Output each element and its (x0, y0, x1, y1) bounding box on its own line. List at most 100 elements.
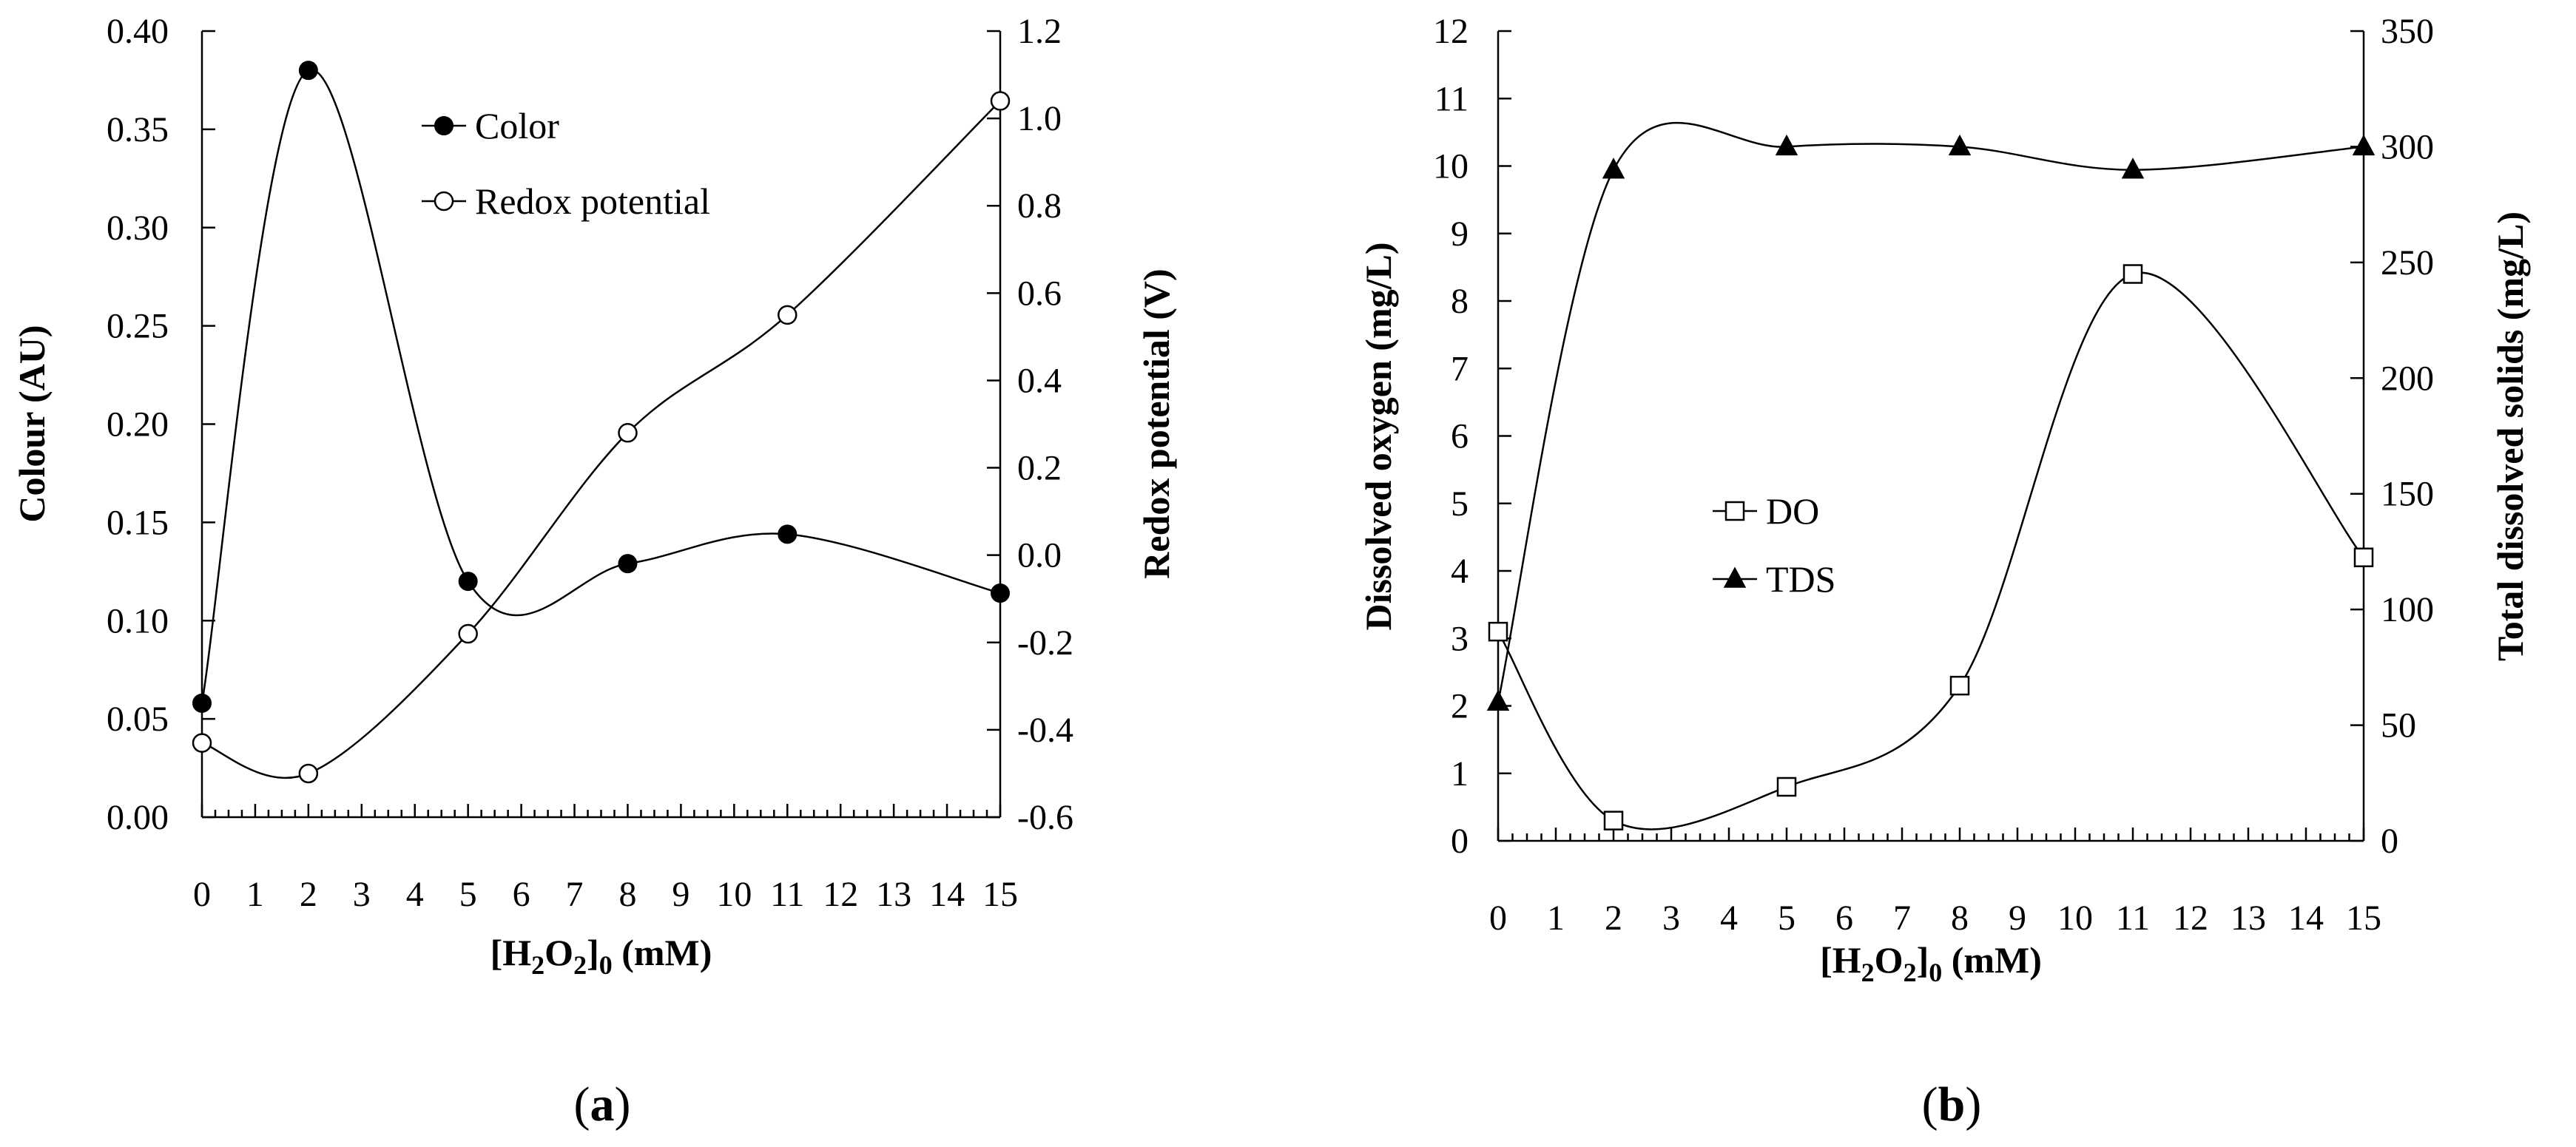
data-point-do (2122, 264, 2143, 284)
caption-letter: b (1938, 1077, 1966, 1131)
caption-close: ) (615, 1077, 631, 1131)
x-label-close: ] (1917, 939, 1929, 981)
y-left-tick-label: 9 (1451, 214, 1469, 254)
y-right-tick-label: 0.6 (1017, 274, 1062, 313)
x-tick-label: 15 (982, 875, 1018, 914)
y-left-tick-label: 8 (1451, 282, 1469, 321)
x-tick-label: 14 (2288, 899, 2324, 938)
x-tick-label: 5 (1778, 899, 1796, 938)
x-tick-label: 10 (716, 875, 752, 914)
x-tick-label: 13 (2231, 899, 2266, 938)
legend: DO TDS (1713, 490, 1835, 600)
x-tick-label: 6 (513, 875, 530, 914)
y-left-tick-label: 0.15 (107, 503, 169, 542)
y-left-tick-label: 0.00 (107, 798, 169, 837)
data-point-tds (2121, 158, 2145, 179)
data-point-redox-potential (778, 305, 798, 325)
x-label-unit: (mM) (613, 932, 712, 973)
data-point-color (778, 524, 798, 544)
data-point-redox-potential (192, 733, 212, 753)
x-tick-label: 0 (193, 875, 211, 914)
x-tick-label: 4 (1720, 899, 1738, 938)
x-label-sub: 2 (531, 950, 544, 980)
y-right-tick-label: 250 (2381, 243, 2434, 282)
data-point-do (1949, 675, 1970, 696)
caption-letter: a (590, 1077, 615, 1131)
x-label-close: ] (587, 932, 599, 973)
y-right-tick-label: 0.4 (1017, 361, 1062, 400)
x-tick-label: 13 (876, 875, 911, 914)
y-right-tick-label: -0.6 (1017, 798, 1073, 837)
y-right-tick-label: 100 (2381, 590, 2434, 629)
y-left-tick-label: 0.20 (107, 405, 169, 444)
y-right-tick-label: 200 (2381, 359, 2434, 398)
x-tick-label: 9 (672, 875, 689, 914)
y-right-axis-label: Total dissolved solids (mg/L) (2489, 212, 2531, 661)
x-tick-label: 11 (770, 875, 804, 914)
x-tick-label: 11 (2116, 899, 2150, 938)
data-point-do (1488, 621, 1508, 642)
y-right-tick-label: 150 (2381, 475, 2434, 514)
legend-label: Redox potential (475, 180, 710, 222)
x-tick-label: 9 (2009, 899, 2026, 938)
y-left-tick-label: 1 (1451, 754, 1469, 794)
x-tick-label: 3 (1662, 899, 1680, 938)
panel-caption: (a) (574, 1077, 631, 1131)
y-left-tick-label: 10 (1433, 147, 1469, 186)
data-point-color (298, 61, 318, 81)
data-point-do (1603, 811, 1624, 830)
data-point-do (1776, 776, 1797, 797)
y-right-tick-label: 50 (2381, 706, 2416, 745)
panel-b: 0 1 2 3 4 5 6 7 8 9 10 11 12 13 14 15012345678910111205… (1358, 12, 2531, 1131)
panel-a: 0 1 2 3 4 5 6 7 8 9 10 11 12 13 14 150.000.050.100.150.… (11, 12, 1177, 1131)
x-label-open: [H (1820, 939, 1861, 981)
y-left-tick-label: 11 (1434, 79, 1469, 118)
legend-marker (1724, 501, 1745, 521)
caption-open: ( (1922, 1077, 1938, 1131)
data-point-color (458, 572, 478, 592)
x-label-unit: (mM) (1942, 939, 2042, 981)
x-label-sub: 0 (1929, 958, 1942, 987)
caption-open: ( (574, 1077, 590, 1131)
y-left-tick-label: 12 (1433, 12, 1469, 51)
legend: Color Redox potential (422, 105, 710, 222)
y-left-tick-label: 0.25 (107, 307, 169, 346)
x-axis-label: [H2O2]0 (mM) (1820, 939, 2042, 987)
x-tick-label: 15 (2346, 899, 2381, 938)
x-tick-label: 12 (823, 875, 858, 914)
x-tick-label: 3 (353, 875, 371, 914)
x-tick-label: 1 (246, 875, 264, 914)
data-point-color (991, 583, 1010, 603)
panel-caption: (b) (1922, 1077, 1982, 1131)
x-tick-label: 0 (1489, 899, 1507, 938)
data-point-do (2353, 547, 2374, 567)
y-left-tick-label: 6 (1451, 417, 1469, 456)
x-tick-label: 8 (1951, 899, 1969, 938)
data-point-redox-potential (990, 91, 1011, 111)
x-label-sub: 2 (573, 950, 587, 980)
data-point-color (192, 693, 212, 713)
data-point-tds (1486, 689, 1510, 711)
x-tick-label: 14 (929, 875, 965, 914)
y-right-axis-label: Redox potential (V) (1136, 268, 1177, 578)
x-tick-label: 8 (618, 875, 636, 914)
y-right-tick-label: 0.8 (1017, 186, 1062, 226)
x-tick-label: 1 (1547, 899, 1565, 938)
y-left-tick-label: 0.35 (107, 110, 169, 149)
data-point-tds (1775, 134, 1798, 156)
data-point-tds (2352, 134, 2376, 156)
y-left-tick-label: 4 (1451, 552, 1469, 591)
y-left-axis-label: Colour (AU) (11, 325, 53, 522)
x-label-mid: O (1875, 939, 1904, 981)
x-label-sub: 0 (599, 950, 613, 980)
x-label-sub: 2 (1904, 958, 1917, 987)
series-line-color (200, 69, 1001, 704)
series-line-do (1497, 271, 2364, 830)
y-left-tick-label: 2 (1451, 687, 1469, 726)
y-left-tick-label: 5 (1451, 484, 1469, 524)
y-left-tick-label: 0.40 (107, 12, 169, 51)
y-left-tick-label: 0.30 (107, 209, 169, 248)
legend-marker (434, 191, 454, 212)
data-point-tds (1948, 134, 1972, 156)
